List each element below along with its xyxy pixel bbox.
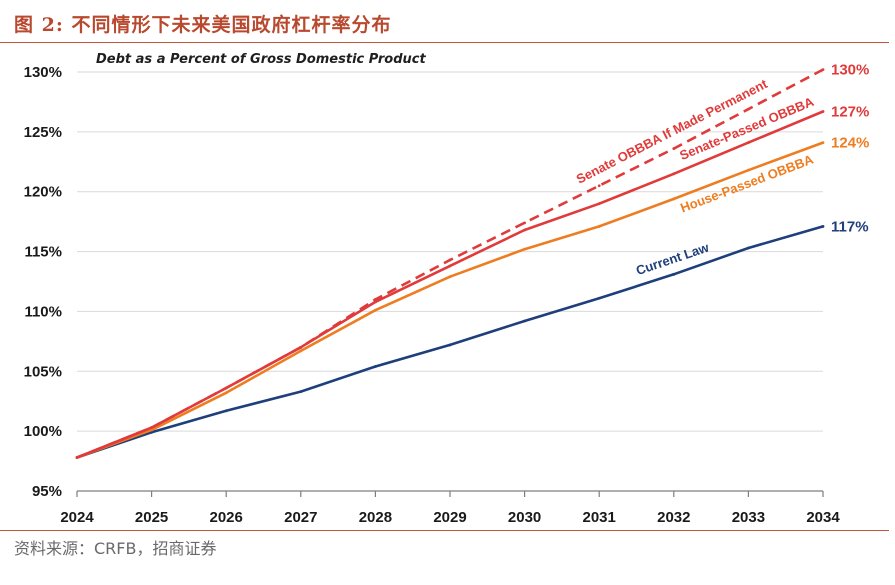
data-point-current-law	[448, 343, 452, 347]
y-tick-label: 105%	[24, 363, 62, 380]
data-point-current-law	[747, 246, 750, 250]
chart-title: Debt as a Percent of Gross Domestic Prod…	[96, 52, 427, 67]
data-point-senate-obbba-if-made-permanent	[672, 147, 676, 151]
data-point-house-passed-obbba	[523, 247, 526, 251]
y-tick-label: 130%	[24, 64, 62, 81]
end-value-label-senate-passed-obbba: 127%	[831, 104, 869, 121]
end-value-label-house-passed-obbba: 124%	[831, 135, 869, 152]
data-point-house-passed-obbba	[374, 308, 377, 312]
x-tick-label: 2026	[210, 509, 243, 526]
data-point-house-passed-obbba	[672, 197, 676, 201]
data-point-house-passed-obbba	[448, 275, 452, 279]
data-point-house-passed-obbba	[747, 168, 750, 172]
y-tick-label: 100%	[24, 423, 62, 440]
series-name-label-current-law: Current Law	[634, 239, 712, 278]
data-point-house-passed-obbba	[224, 391, 228, 395]
debt-to-gdp-chart: 95% 100% 105% 110% 115% 120% 125% 130% 2024 2025 2…	[24, 52, 870, 526]
footer-divider	[0, 530, 889, 531]
grid-lines	[77, 71, 823, 432]
data-point-senate-obbba-if-made-permanent	[523, 221, 526, 225]
x-tick-label: 2032	[657, 509, 690, 526]
data-point-senate-obbba-if-made-permanent	[299, 345, 303, 349]
end-value-label-current-law: 117%	[831, 218, 869, 235]
data-point-senate-obbba-if-made-permanent	[747, 107, 750, 111]
series-lines	[75, 68, 825, 459]
data-point-current-law	[299, 390, 303, 394]
y-tick-label: 110%	[24, 303, 62, 320]
x-tick-label: 2031	[583, 509, 616, 526]
x-tick-label: 2028	[359, 509, 392, 526]
data-point-house-passed-obbba	[597, 225, 601, 228]
x-tick-label: 2029	[433, 509, 466, 526]
x-tick-label: 2027	[284, 509, 317, 526]
y-tick-label: 125%	[24, 124, 62, 141]
data-point-current-law	[150, 430, 154, 434]
data-point-current-law	[224, 409, 228, 413]
figure-caption: 图 2: 不同情形下未来美国政府杠杆率分布	[14, 14, 392, 36]
data-point-senate-obbba-if-made-permanent	[224, 386, 228, 390]
x-tick-label: 2030	[508, 509, 541, 526]
series-line-senate-obbba-if-made-permanent	[76, 68, 824, 459]
x-tick-label: 2034	[806, 509, 840, 526]
data-point-senate-obbba-if-made-permanent	[597, 184, 601, 188]
x-tick-label: 2025	[135, 509, 168, 526]
data-point-senate-passed-obbba	[597, 202, 601, 206]
data-point-senate-passed-obbba	[747, 141, 750, 145]
data-point-current-law	[821, 225, 825, 228]
data-point-senate-obbba-if-made-permanent	[821, 68, 825, 72]
data-point-senate-passed-obbba	[523, 228, 526, 232]
data-point-senate-obbba-if-made-permanent	[374, 298, 377, 301]
y-tick-label: 95%	[32, 483, 62, 500]
data-point-house-passed-obbba	[821, 141, 825, 145]
data-point-senate-obbba-if-made-permanent	[150, 426, 154, 429]
x-tick-label: 2033	[732, 509, 765, 526]
data-point-senate-obbba-if-made-permanent	[448, 258, 452, 262]
series-labels: 117% 124% 127% 130% Current Law House-Passed …	[574, 62, 870, 278]
data-point-house-passed-obbba	[299, 349, 303, 353]
data-point-current-law	[672, 272, 676, 276]
data-point-senate-obbba-if-made-permanent	[75, 456, 79, 459]
data-point-senate-passed-obbba	[672, 172, 676, 176]
series-name-label-house-passed-obbba: House-Passed OBBBA	[678, 151, 816, 215]
data-point-senate-passed-obbba	[821, 110, 825, 113]
y-tick-label: 115%	[24, 244, 62, 261]
header-divider	[0, 42, 889, 43]
axes: 95% 100% 105% 110% 115% 120% 125% 130% 2024 2025 2…	[24, 64, 841, 526]
data-point-senate-passed-obbba	[448, 264, 452, 268]
data-point-current-law	[374, 365, 377, 368]
y-tick-label: 120%	[24, 184, 62, 201]
data-point-current-law	[597, 296, 601, 300]
source-note: 资料来源：CRFB，招商证券	[14, 539, 217, 558]
series-line-senate-passed-obbba	[76, 110, 824, 459]
data-point-current-law	[523, 319, 526, 323]
end-value-label-senate-obbba-if-made-permanent: 130%	[831, 62, 869, 79]
x-tick-label: 2024	[60, 509, 94, 526]
